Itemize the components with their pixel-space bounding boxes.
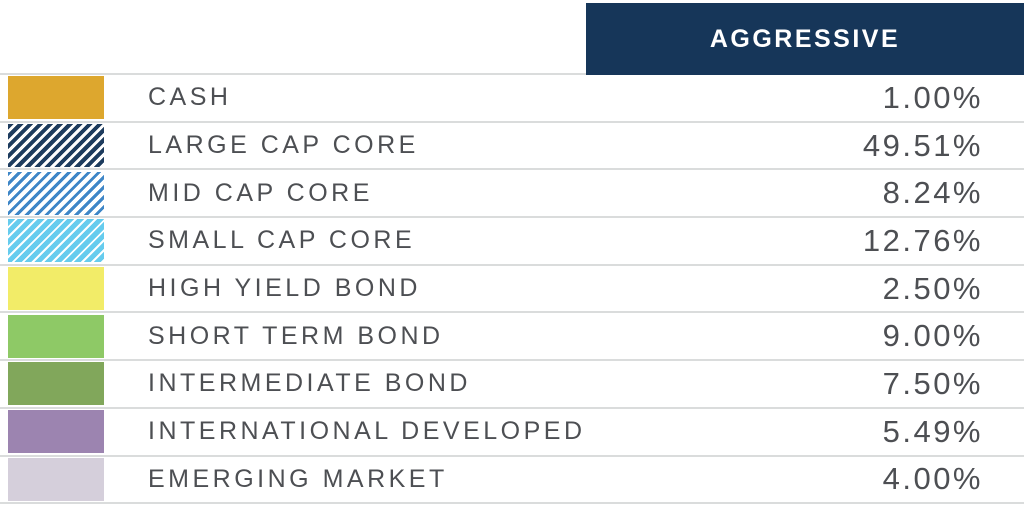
asset-class-label: CASH bbox=[148, 83, 232, 112]
allocation-percent-value: 5.49% bbox=[882, 413, 983, 449]
solid-lightgreen-swatch bbox=[8, 314, 104, 358]
asset-class-label: MID CAP CORE bbox=[148, 178, 373, 207]
allocation-percent-value: 4.00% bbox=[882, 461, 983, 497]
allocation-percent-value: 7.50% bbox=[882, 365, 983, 401]
table-row: CASH 1.00% bbox=[0, 75, 1024, 123]
table-row: SMALL CAP CORE 12.76% bbox=[0, 218, 1024, 266]
lightblue-diagonal-stripes-swatch bbox=[8, 219, 104, 263]
solid-olivegreen-swatch bbox=[8, 362, 104, 406]
solid-yellow-swatch bbox=[8, 267, 104, 311]
allocation-percent-value: 12.76% bbox=[862, 222, 983, 258]
asset-class-label: SMALL CAP CORE bbox=[148, 226, 416, 255]
allocation-percent-value: 8.24% bbox=[882, 175, 983, 211]
solid-gold-swatch bbox=[8, 76, 104, 120]
table-body: CASH 1.00% LARGE CAP CORE 49.51% MID CAP… bbox=[0, 73, 1024, 505]
allocation-percent-value: 49.51% bbox=[862, 127, 983, 163]
table-row: INTERMEDIATE BOND 7.50% bbox=[0, 361, 1024, 409]
asset-class-label: EMERGING MARKET bbox=[148, 464, 448, 493]
allocation-percent-value: 9.00% bbox=[882, 318, 983, 354]
solid-purple-swatch bbox=[8, 410, 104, 454]
table-row: HIGH YIELD BOND 2.50% bbox=[0, 265, 1024, 314]
table-row: INTERNATIONAL DEVELOPED 5.49% bbox=[0, 408, 1024, 457]
asset-class-label: HIGH YIELD BOND bbox=[148, 274, 421, 303]
allocation-percent-value: 2.50% bbox=[882, 270, 983, 306]
table-row: SHORT TERM BOND 9.00% bbox=[0, 313, 1024, 362]
blue-diagonal-stripes-swatch bbox=[8, 171, 104, 215]
asset-class-label: LARGE CAP CORE bbox=[148, 131, 419, 160]
allocation-percent-value: 1.00% bbox=[882, 79, 983, 115]
asset-class-label: INTERMEDIATE BOND bbox=[148, 369, 471, 398]
solid-lavender-swatch bbox=[8, 457, 104, 501]
table-row: LARGE CAP CORE 49.51% bbox=[0, 122, 1024, 171]
column-header-aggressive: AGGRESSIVE bbox=[586, 3, 1024, 75]
table-row: EMERGING MARKET 4.00% bbox=[0, 456, 1024, 505]
table-row: MID CAP CORE 8.24% bbox=[0, 170, 1024, 219]
column-header-label: AGGRESSIVE bbox=[709, 24, 901, 53]
asset-class-label: SHORT TERM BOND bbox=[148, 321, 444, 350]
asset-class-label: INTERNATIONAL DEVELOPED bbox=[148, 417, 586, 446]
navy-diagonal-stripes-swatch bbox=[8, 124, 104, 168]
